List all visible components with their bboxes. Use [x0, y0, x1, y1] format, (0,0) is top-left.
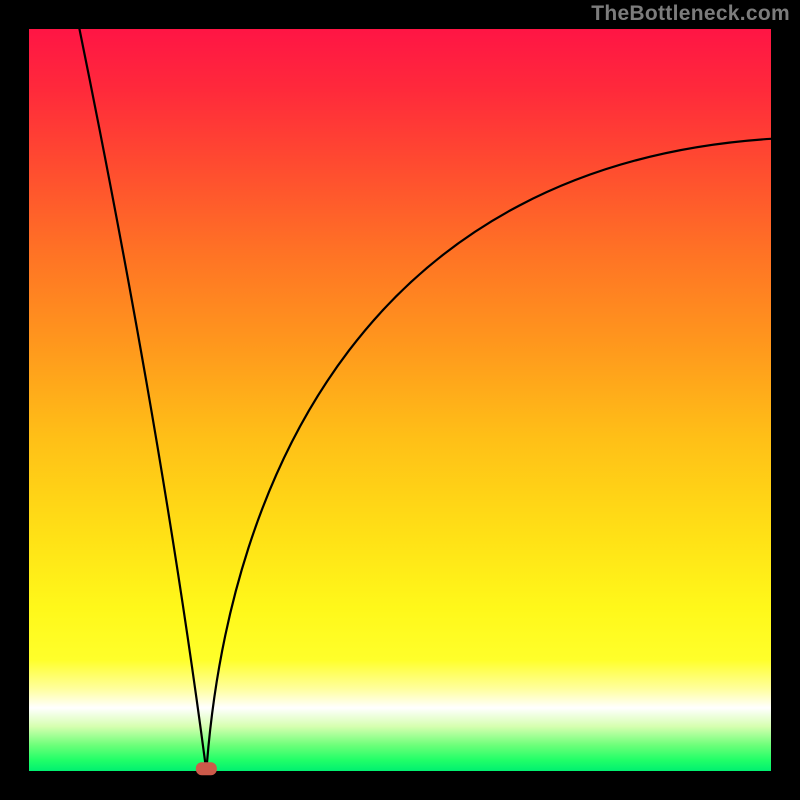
bottleneck-chart	[0, 0, 800, 800]
watermark-text: TheBottleneck.com	[591, 2, 790, 26]
gradient-background	[29, 29, 771, 771]
optimum-marker	[196, 762, 217, 775]
